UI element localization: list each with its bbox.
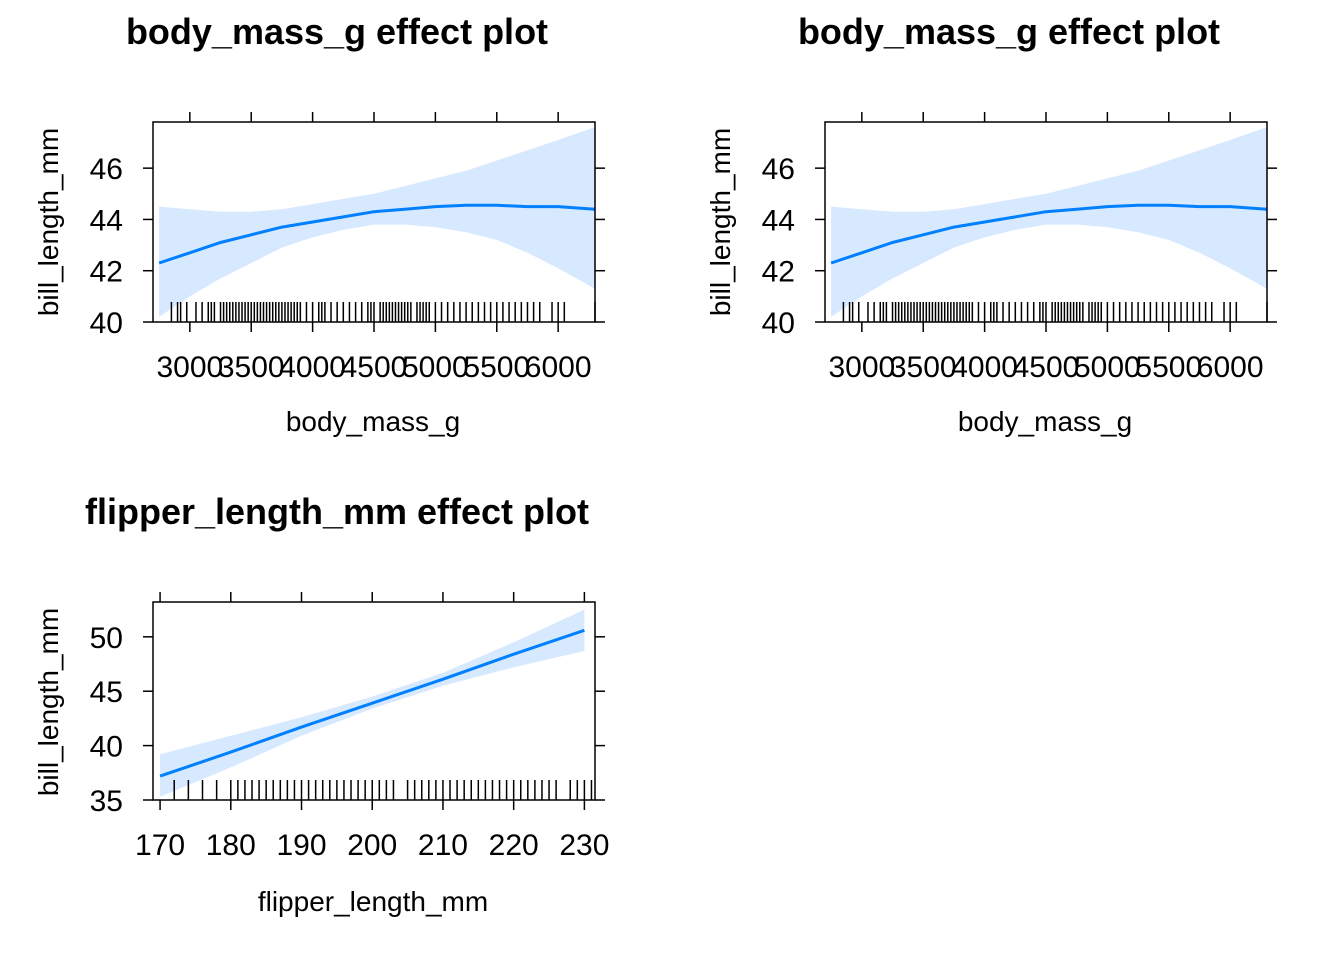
x-tick-label: 5500	[463, 351, 530, 384]
x-tick-label: 5000	[1074, 351, 1141, 384]
x-tick-label: 3000	[156, 351, 223, 384]
y-tick-label: 40	[762, 307, 795, 340]
x-tick-label: 180	[206, 829, 256, 862]
x-tick-label: 3500	[890, 351, 957, 384]
x-tick-label: 4500	[341, 351, 408, 384]
y-tick-label: 42	[90, 256, 123, 289]
panel-flipper-length: flipper_length_mm effect plot flipper_le…	[33, 491, 609, 917]
x-tick-label: 4000	[951, 351, 1018, 384]
x-tick-label: 3500	[218, 351, 285, 384]
x-tick-label: 210	[418, 829, 468, 862]
x-tick-label: 190	[276, 829, 326, 862]
plot-frame	[152, 601, 596, 801]
y-axis-label: bill_length_mm	[33, 608, 64, 796]
confidence-band	[159, 127, 595, 317]
x-axis-label: body_mass_g	[958, 406, 1132, 437]
panel-title: body_mass_g effect plot	[798, 11, 1220, 52]
x-tick-label: 3000	[828, 351, 895, 384]
panel-title: body_mass_g effect plot	[126, 11, 548, 52]
y-tick-label: 40	[90, 307, 123, 340]
panel-title: flipper_length_mm effect plot	[85, 491, 589, 532]
x-axis-label: flipper_length_mm	[258, 886, 488, 917]
confidence-band	[831, 127, 1267, 317]
x-tick-label: 170	[135, 829, 185, 862]
x-tick-label: 6000	[1197, 351, 1264, 384]
fit-line	[158, 203, 596, 265]
y-tick-label: 44	[90, 204, 123, 237]
fit-line	[830, 203, 1268, 265]
y-axis-label: bill_length_mm	[705, 128, 736, 316]
x-tick-label: 230	[559, 829, 609, 862]
y-tick-label: 46	[762, 153, 795, 186]
x-tick-label: 6000	[525, 351, 592, 384]
y-tick-label: 46	[90, 153, 123, 186]
y-tick-label: 35	[90, 785, 123, 818]
y-tick-label: 44	[762, 204, 795, 237]
fit-line	[159, 628, 585, 778]
y-tick-label: 45	[90, 676, 123, 709]
y-axis-label: bill_length_mm	[33, 128, 64, 316]
y-tick-label: 42	[762, 256, 795, 289]
x-axis-label: body_mass_g	[286, 406, 460, 437]
x-tick-label: 5000	[402, 351, 469, 384]
x-tick-label: 220	[489, 829, 539, 862]
y-tick-label: 40	[90, 731, 123, 764]
x-tick-label: 5500	[1135, 351, 1202, 384]
panel-body-mass-right: body_mass_g effect plot body_mass_g bill…	[705, 11, 1277, 437]
x-tick-label: 4500	[1013, 351, 1080, 384]
y-tick-label: 50	[90, 622, 123, 655]
x-tick-label: 4000	[279, 351, 346, 384]
x-tick-label: 200	[347, 829, 397, 862]
panel-body-mass-left: body_mass_g effect plot body_mass_g bill…	[33, 11, 605, 437]
